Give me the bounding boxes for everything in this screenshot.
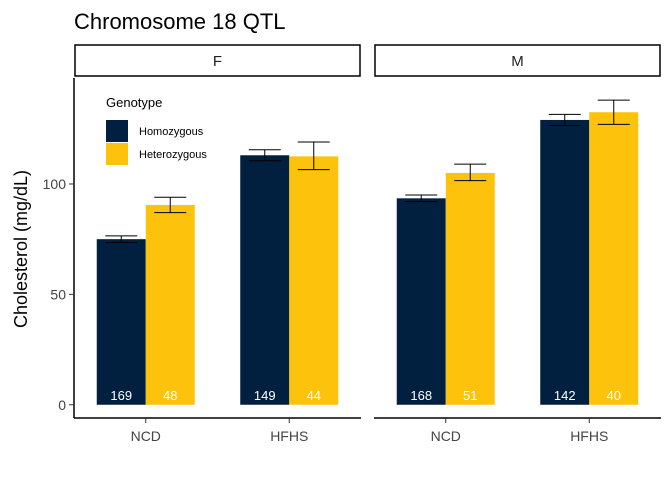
bar-count-label: 40 <box>607 388 621 403</box>
bar <box>96 239 146 405</box>
y-tick-label: 0 <box>58 397 66 413</box>
legend: Genotype Homozygous Heterozygous <box>106 95 207 165</box>
y-axis-label: Cholesterol (mg/dL) <box>11 170 31 328</box>
legend-swatch <box>106 143 128 165</box>
bar-count-label: 48 <box>163 388 177 403</box>
y-tick-label: 100 <box>43 176 67 192</box>
bar <box>289 156 339 405</box>
bar-count-label: 44 <box>307 388 321 403</box>
panel-m: M NCD 168 51 HFHS 142 40 <box>374 44 661 444</box>
y-tick-label: 50 <box>50 286 66 302</box>
bar-count-label: 168 <box>410 388 432 403</box>
bar <box>445 172 495 405</box>
facet-strip <box>74 44 361 77</box>
facet-label: F <box>213 53 222 70</box>
facet-label: M <box>511 53 524 70</box>
bar-count-label: 169 <box>110 388 132 403</box>
bar-count-label: 142 <box>554 388 576 403</box>
panel-f: F 0 50 100 NCD 169 48 HFHS 149 44 <box>43 44 361 444</box>
x-tick-label: NCD <box>431 428 461 444</box>
bar-count-label: 51 <box>463 388 477 403</box>
bar <box>240 155 290 405</box>
legend-title: Genotype <box>106 95 162 110</box>
chart-title: Chromosome 18 QTL <box>74 9 286 34</box>
bar <box>540 119 590 405</box>
x-tick-label: NCD <box>131 428 161 444</box>
x-tick-label: HFHS <box>570 428 608 444</box>
bar <box>145 204 195 405</box>
bar <box>589 112 639 405</box>
bar <box>396 198 446 405</box>
bar-count-label: 149 <box>254 388 276 403</box>
legend-swatch <box>106 120 128 142</box>
legend-entry-label: Homozygous <box>139 126 204 138</box>
legend-entry-label: Heterozygous <box>139 149 207 161</box>
x-tick-label: HFHS <box>270 428 308 444</box>
facet-strip <box>374 44 661 77</box>
